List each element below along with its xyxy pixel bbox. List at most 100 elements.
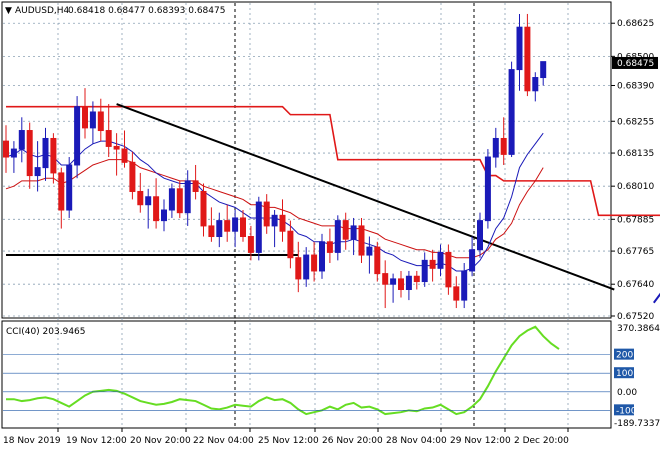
candle-body [66,164,73,211]
cci-min-label: -189.7337 [614,419,660,429]
candle-body [382,273,389,285]
candle-body [295,257,302,280]
cci-level-label: 0.00 [617,388,637,398]
candle-body [192,180,199,192]
candle-body [232,217,239,232]
trend-line-segment [116,103,615,291]
time-tick-label: 29 Nov 12:00 [450,436,511,446]
candle-body [461,270,468,301]
chart-symbol-label: AUDUSD,H4 [15,6,70,16]
candle-body [524,26,531,92]
chart-menu-triangle-icon[interactable]: ▼ [5,6,12,16]
candle-body [18,130,25,150]
candle-body [358,225,365,256]
candle-body [453,286,460,301]
candle-body [350,225,357,240]
price-tick-label: 0.67640 [617,280,654,290]
time-tick-label: 18 Nov 2019 [3,436,61,446]
current-price-value: 0.68475 [617,59,654,69]
candle-body [247,236,254,253]
time-tick-label: 28 Nov 04:00 [386,436,447,446]
candle-body [10,148,17,158]
candle-body [342,220,349,240]
candle-body [540,61,547,79]
time-tick-label: 19 Nov 12:00 [66,436,127,446]
time-tick-label: 20 Nov 20:00 [130,436,191,446]
cci-level-badge [614,348,634,360]
cci-indicator-label: CCI(40) 203.9465 [6,327,86,337]
cci-level-label: 200 [616,351,633,361]
candle-body [271,214,278,227]
candle-body [58,172,65,211]
cci-level-label: 100 [616,369,633,379]
time-tick-label: 2 Dec 20:00 [514,436,569,446]
candle-body [334,220,341,253]
candle-body [121,148,128,163]
current-price-tag: 0.68475 [612,56,658,69]
price-tick-label: 0.67885 [617,215,654,225]
price-tick-label: 0.68625 [617,19,654,29]
candle-body [255,201,262,253]
candle-body [97,111,104,132]
candle-body [279,214,286,232]
candle-body [532,77,539,92]
candle-body [161,209,167,222]
price-tick-label: 0.68390 [617,81,654,91]
candle-body [113,145,120,150]
candle-body [145,196,152,206]
candle-body [516,26,523,71]
candle-body [42,137,49,169]
candle-body [390,278,397,285]
candle-body [413,275,420,283]
candle-body [89,111,96,129]
candle-body [224,220,231,232]
price-tick-label: 0.68135 [617,149,654,159]
candle-body [469,249,476,272]
price-tick-label: 0.67520 [617,312,654,322]
cci-level-badge [614,367,634,379]
candle-body [484,156,491,222]
candle-body [26,130,33,177]
time-tick-label: 26 Nov 20:00 [322,436,383,446]
candle-body [74,106,81,166]
candle-body [137,190,144,206]
candle-body [374,246,381,275]
candle-body [398,278,404,291]
candle-body [421,259,428,283]
candle-body [184,180,191,214]
cci-axis[interactable]: 370.3864 -189.7337 200 100 0.00 -100 [3,324,660,429]
candle-body [287,230,294,259]
channel-lower-line [652,292,660,304]
candle-body [176,188,183,214]
candle-body [508,69,515,155]
candle-body [500,137,507,155]
support-line [6,254,299,257]
cci-level-badge [614,404,634,416]
candle-body [216,220,223,238]
candle-body [240,217,246,238]
candlestick-series [3,13,547,309]
ohlc-readout: 0.68418 0.68477 0.68393 0.68475 [68,6,225,16]
candle-body [208,225,215,238]
time-axis[interactable]: 18 Nov 2019 19 Nov 12:00 20 Nov 20:00 22 No… [3,428,569,446]
ema-slow-path [5,159,544,259]
price-channel [6,105,660,304]
candle-body [105,130,112,147]
time-tick-label: 25 Nov 12:00 [258,436,319,446]
candle-body [492,137,499,158]
channel-upper-line [6,105,660,217]
candle-body [3,140,9,158]
candle-body [200,190,207,227]
cci-level-label: -100 [616,406,637,416]
ema-slow-line [5,159,544,259]
candle-body [263,201,270,227]
candle-body [34,167,41,177]
candle-body [437,251,444,269]
price-tick-label: 0.67765 [617,247,654,257]
candle-body [153,196,160,222]
time-tick-label: 22 Nov 04:00 [193,436,254,446]
candle-body [319,241,325,272]
candle-body [303,254,310,280]
candle-body [429,259,436,269]
